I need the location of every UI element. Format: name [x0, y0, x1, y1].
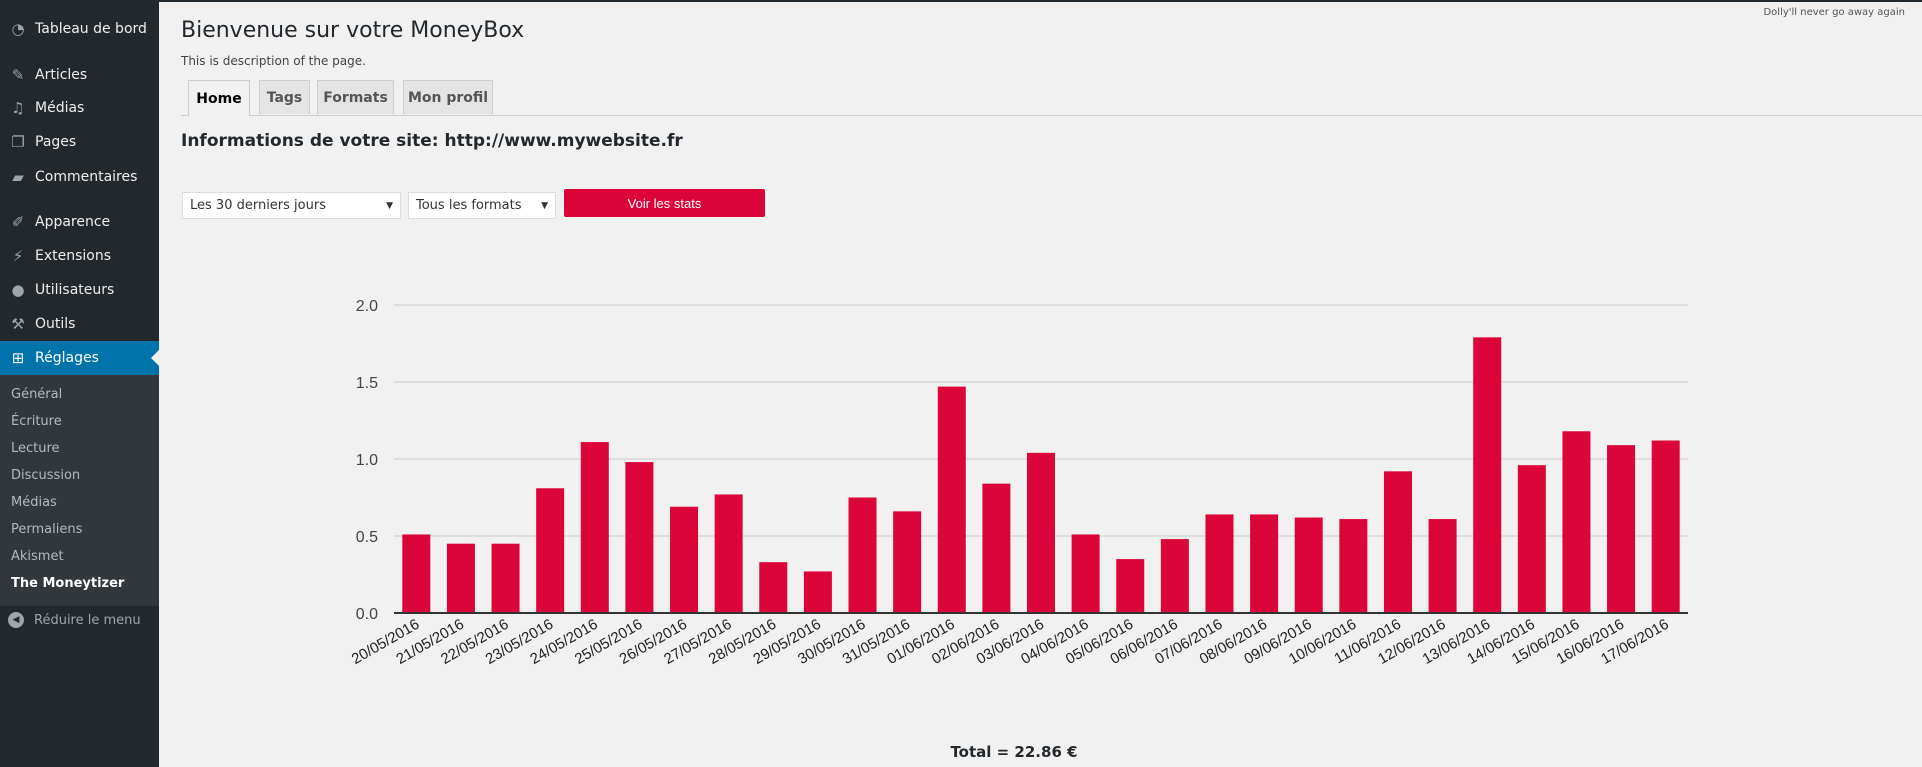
bar-11/06/2016[interactable]: [1383, 471, 1412, 613]
user-icon: ●: [11, 281, 25, 299]
submenu-item[interactable]: The Moneytizer: [11, 576, 125, 591]
period-select-value: Les 30 derniers jours: [190, 198, 326, 213]
bar-14/06/2016[interactable]: [1517, 465, 1546, 613]
bar-10/06/2016[interactable]: [1339, 519, 1368, 613]
bar-03/06/2016[interactable]: [1027, 452, 1055, 613]
sidebar-item-extensions[interactable]: ⚡ Extensions: [0, 239, 159, 273]
bar-12/06/2016[interactable]: [1428, 519, 1457, 613]
format-select[interactable]: Tous les formats ▼: [408, 192, 556, 219]
page-description: This is description of the page.: [181, 54, 366, 68]
bar-13/06/2016[interactable]: [1473, 337, 1502, 613]
sidebar-item-label: Réglages: [35, 350, 99, 366]
bar-05/06/2016[interactable]: [1116, 559, 1145, 613]
sidebar-item-utilisateurs[interactable]: ● Utilisateurs: [0, 273, 159, 307]
plugin-icon: ⚡: [12, 247, 24, 265]
sidebar-item-commentaires[interactable]: ▰ Commentaires: [0, 160, 159, 194]
tab-formats[interactable]: Formats: [317, 80, 394, 114]
settings-icon: ⊞: [11, 349, 25, 367]
tab-tags[interactable]: Tags: [259, 80, 310, 114]
site-info-heading: Informations de votre site: http://www.m…: [181, 131, 683, 151]
bar-27/05/2016[interactable]: [714, 494, 743, 613]
tab-mon-profil[interactable]: Mon profil: [403, 80, 493, 114]
brush-icon: ✐: [11, 213, 25, 231]
tab-bar: Home Tags Formats Mon profil: [181, 80, 1922, 116]
bar-21/05/2016[interactable]: [446, 543, 475, 613]
collapse-arrow-icon: ◀: [8, 612, 24, 628]
admin-bar-edge: [0, 0, 1922, 2]
comment-icon: ▰: [12, 168, 24, 186]
bar-25/05/2016[interactable]: [625, 462, 654, 613]
dashboard-icon: ◔: [11, 20, 25, 38]
submenu-item[interactable]: Écriture: [11, 414, 62, 429]
collapse-menu-button[interactable]: ◀ Réduire le menu: [8, 612, 141, 628]
view-stats-button[interactable]: Voir les stats: [564, 189, 765, 217]
format-select-value: Tous les formats: [416, 198, 522, 213]
dolly-quote: Dolly'll never go away again: [1763, 7, 1905, 18]
admin-sidebar: ◔ Tableau de bord ✎ Articles ♫ Médias ❐ Pages ▰ C…: [0, 0, 159, 767]
pages-icon: ❐: [11, 133, 25, 151]
pin-icon: ✎: [11, 66, 25, 84]
bar-02/06/2016[interactable]: [982, 483, 1011, 613]
bar-09/06/2016[interactable]: [1294, 517, 1323, 613]
bar-24/05/2016[interactable]: [580, 442, 609, 613]
y-tick-label: 2.0: [356, 298, 378, 315]
sidebar-item-label: Utilisateurs: [35, 282, 115, 298]
settings-submenu: Général Écriture Lecture Discussion Médias Pe…: [0, 375, 159, 606]
y-tick-label: 1.5: [356, 375, 378, 392]
sidebar-item-label: Outils: [35, 316, 76, 332]
sidebar-item-articles[interactable]: ✎ Articles: [0, 58, 159, 92]
chevron-down-icon: ▼: [386, 200, 393, 211]
y-tick-label: 1.0: [356, 452, 378, 469]
submenu-item[interactable]: Discussion: [11, 468, 81, 483]
sidebar-item-tableau-de-bord[interactable]: ◔ Tableau de bord: [0, 12, 159, 46]
bar-16/06/2016[interactable]: [1607, 445, 1636, 613]
bar-01/06/2016[interactable]: [937, 386, 966, 613]
submenu-item[interactable]: Lecture: [11, 441, 60, 456]
sidebar-item-apparence[interactable]: ✐ Apparence: [0, 205, 159, 239]
sidebar-item-label: Commentaires: [35, 169, 138, 185]
collapse-menu-label: Réduire le menu: [34, 612, 141, 628]
sidebar-item-medias[interactable]: ♫ Médias: [0, 91, 159, 125]
y-tick-label: 0.5: [356, 529, 378, 546]
bar-06/06/2016[interactable]: [1160, 539, 1189, 613]
submenu-item[interactable]: Général: [11, 387, 63, 402]
submenu-item[interactable]: Permaliens: [11, 522, 83, 537]
bar-26/05/2016[interactable]: [670, 506, 699, 613]
submenu-item[interactable]: Médias: [11, 495, 57, 510]
chevron-down-icon: ▼: [541, 200, 548, 211]
bar-31/05/2016[interactable]: [893, 511, 922, 613]
bar-17/06/2016[interactable]: [1651, 440, 1680, 613]
bar-20/05/2016[interactable]: [402, 534, 431, 613]
sidebar-item-label: Médias: [35, 100, 85, 116]
sidebar-item-label: Apparence: [35, 214, 111, 230]
bar-28/05/2016[interactable]: [759, 562, 788, 613]
tab-home[interactable]: Home: [188, 80, 250, 116]
sidebar-item-label: Pages: [35, 134, 77, 150]
bar-30/05/2016[interactable]: [848, 497, 877, 614]
page-title: Bienvenue sur votre MoneyBox: [181, 18, 525, 43]
submenu-item[interactable]: Akismet: [11, 549, 64, 564]
media-icon: ♫: [11, 99, 25, 117]
sidebar-item-label: Articles: [35, 67, 88, 83]
bar-04/06/2016[interactable]: [1071, 534, 1100, 613]
sidebar-item-label: Extensions: [35, 248, 112, 264]
period-select[interactable]: Les 30 derniers jours ▼: [182, 192, 401, 219]
total-earnings: Total = 22.86 €: [950, 743, 1078, 761]
y-tick-label: 0.0: [356, 606, 378, 623]
sidebar-item-label: Tableau de bord: [35, 21, 147, 37]
wrench-icon: ⚒: [11, 315, 25, 333]
sidebar-item-pages[interactable]: ❐ Pages: [0, 125, 159, 159]
bar-07/06/2016[interactable]: [1205, 514, 1234, 613]
bar-23/05/2016[interactable]: [536, 488, 565, 613]
bar-29/05/2016[interactable]: [803, 571, 832, 613]
bar-22/05/2016[interactable]: [491, 543, 520, 613]
bar-15/06/2016[interactable]: [1562, 431, 1591, 613]
bar-08/06/2016[interactable]: [1250, 514, 1279, 613]
sidebar-item-outils[interactable]: ⚒ Outils: [0, 307, 159, 341]
sidebar-item-reglages[interactable]: ⊞ Réglages: [0, 341, 159, 375]
